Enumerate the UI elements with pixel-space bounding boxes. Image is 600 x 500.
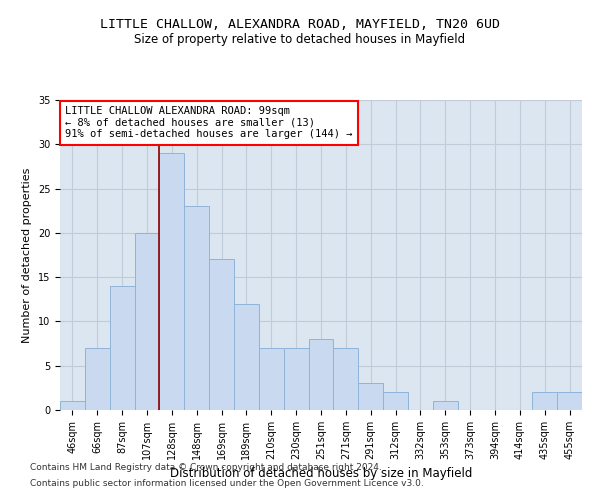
Bar bbox=[383, 392, 408, 410]
Bar bbox=[259, 348, 284, 410]
Bar bbox=[358, 384, 383, 410]
Bar bbox=[433, 401, 458, 410]
Bar bbox=[60, 401, 85, 410]
Text: LITTLE CHALLOW ALEXANDRA ROAD: 99sqm
← 8% of detached houses are smaller (13)
91: LITTLE CHALLOW ALEXANDRA ROAD: 99sqm ← 8… bbox=[65, 106, 353, 140]
Text: Contains HM Land Registry data © Crown copyright and database right 2024.: Contains HM Land Registry data © Crown c… bbox=[30, 464, 382, 472]
Bar bbox=[557, 392, 582, 410]
Y-axis label: Number of detached properties: Number of detached properties bbox=[22, 168, 32, 342]
Bar bbox=[532, 392, 557, 410]
Bar bbox=[184, 206, 209, 410]
Bar bbox=[85, 348, 110, 410]
Bar bbox=[284, 348, 308, 410]
Bar bbox=[110, 286, 134, 410]
Bar bbox=[308, 339, 334, 410]
X-axis label: Distribution of detached houses by size in Mayfield: Distribution of detached houses by size … bbox=[170, 468, 472, 480]
Bar bbox=[209, 260, 234, 410]
Text: LITTLE CHALLOW, ALEXANDRA ROAD, MAYFIELD, TN20 6UD: LITTLE CHALLOW, ALEXANDRA ROAD, MAYFIELD… bbox=[100, 18, 500, 30]
Bar bbox=[234, 304, 259, 410]
Text: Size of property relative to detached houses in Mayfield: Size of property relative to detached ho… bbox=[134, 32, 466, 46]
Bar bbox=[160, 153, 184, 410]
Text: Contains public sector information licensed under the Open Government Licence v3: Contains public sector information licen… bbox=[30, 478, 424, 488]
Bar bbox=[134, 233, 160, 410]
Bar bbox=[334, 348, 358, 410]
